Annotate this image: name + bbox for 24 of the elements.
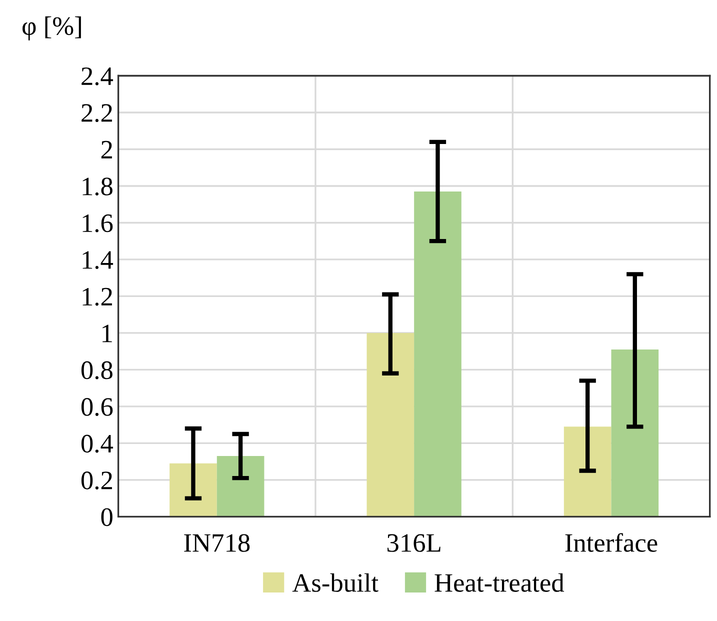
y-tick-label: 0.8: [81, 361, 112, 380]
legend-label: As-built: [292, 573, 378, 592]
y-tick-label: 1: [102, 324, 112, 342]
bar: [564, 426, 612, 517]
x-tick-label: 316L: [387, 534, 440, 552]
y-tick-label: 2: [101, 140, 112, 158]
bar: [414, 192, 462, 517]
y-tick-label: 1.4: [82, 251, 114, 270]
y-tick-label: 0.2: [81, 472, 112, 490]
y-tick-label: 2.2: [82, 104, 112, 122]
legend-label: Heat-treated: [434, 573, 564, 592]
y-tick-label: 0.6: [81, 398, 113, 416]
y-tick-label: 1.2: [82, 288, 112, 306]
bar: [366, 332, 414, 517]
y-tick-label: 1.8: [82, 178, 112, 196]
bar: [216, 456, 264, 517]
bar: [611, 349, 659, 517]
x-tick-label: IN718: [184, 534, 250, 552]
y-tick-label: 0: [101, 508, 112, 526]
y-tick-label: 0.4: [81, 434, 114, 453]
y-tick-label: 2.4: [82, 67, 114, 86]
y-axis-title: φ [%]: [22, 16, 81, 40]
x-tick-label: Interface: [565, 533, 658, 552]
y-tick-label: 1.6: [82, 214, 113, 232]
